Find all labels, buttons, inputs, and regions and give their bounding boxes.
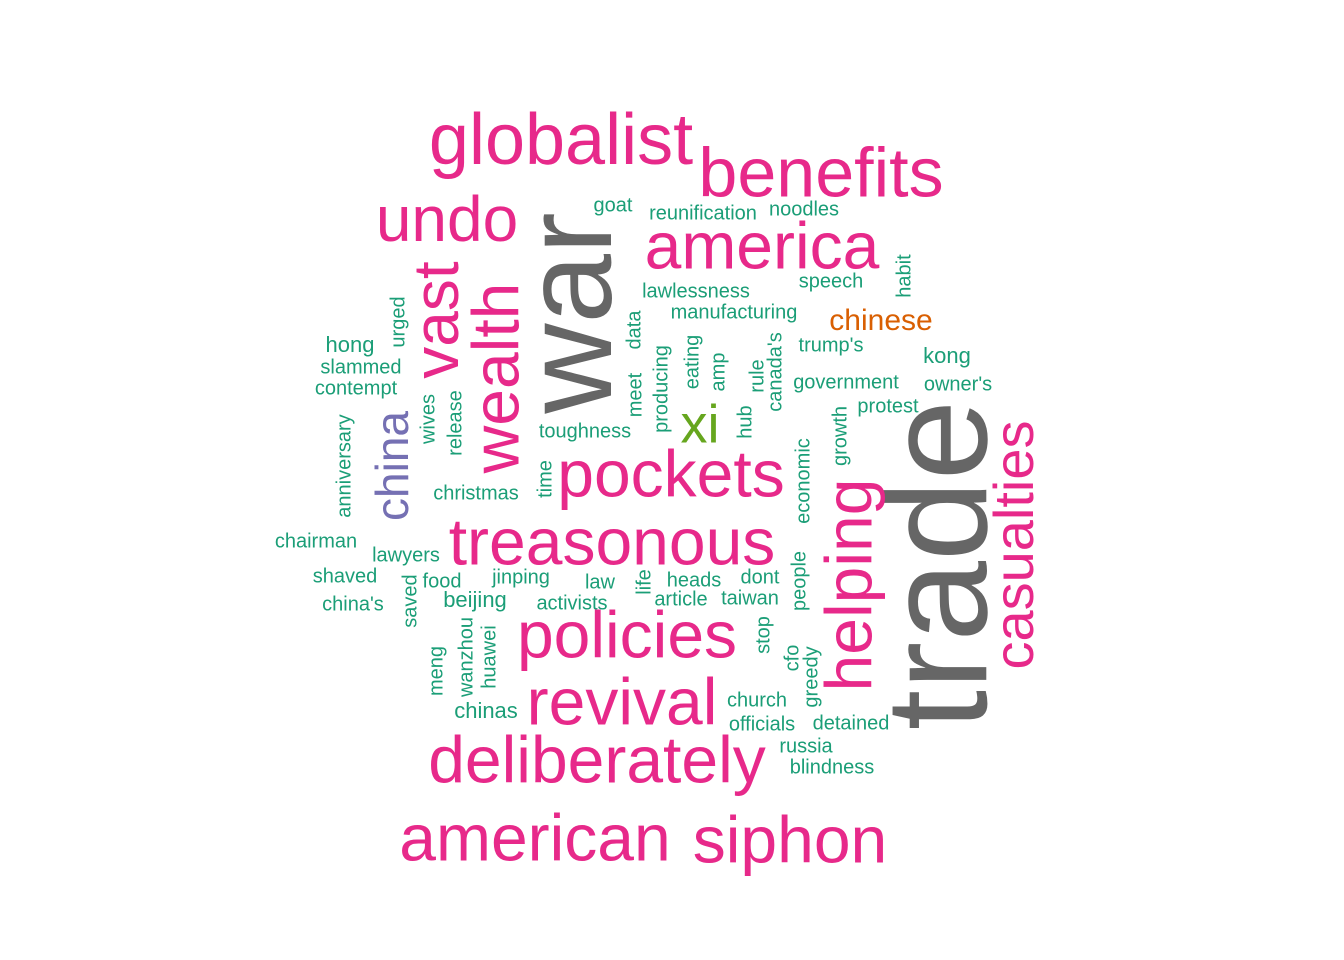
word-shaved: shaved (313, 565, 378, 587)
word-trump-s: trump's (799, 334, 864, 356)
word-people: people (788, 551, 810, 611)
word-amp: amp (707, 353, 729, 392)
word-war: war (499, 212, 638, 414)
word-blindness: blindness (790, 756, 875, 778)
word-treasonous: treasonous (449, 504, 776, 578)
word-contempt: contempt (315, 377, 398, 399)
word-pockets: pockets (557, 436, 784, 510)
word-lawyers: lawyers (372, 544, 440, 566)
word-chinese: chinese (829, 304, 932, 337)
word-stop: stop (752, 616, 774, 654)
word-canada-s: canada's (764, 332, 786, 411)
word-food: food (423, 570, 462, 592)
word-release: release (444, 390, 466, 456)
word-wanzhou: wanzhou (455, 617, 477, 698)
word-activists: activists (536, 592, 607, 614)
word-hub: hub (734, 405, 756, 438)
word-xi: xi (681, 394, 720, 454)
word-helping: helping (811, 479, 885, 692)
word-time: time (534, 460, 556, 498)
word-wealth: wealth (458, 283, 532, 475)
word-beijing: beijing (443, 587, 507, 612)
word-cfo: cfo (781, 645, 803, 672)
word-eating: eating (681, 335, 703, 390)
word-casualties: casualties (982, 420, 1045, 669)
word-article: article (654, 588, 707, 610)
word-economic: economic (792, 438, 814, 524)
word-china-s: china's (322, 593, 384, 615)
word-taiwan: taiwan (721, 587, 779, 609)
word-chinas: chinas (454, 698, 518, 723)
word-officials: officials (729, 713, 795, 735)
word-jinping: jinping (491, 566, 550, 588)
word-chairman: chairman (275, 530, 357, 552)
word-greedy: greedy (800, 646, 822, 707)
word-siphon: siphon (693, 802, 888, 876)
word-meng: meng (425, 646, 447, 696)
word-huawei: huawei (478, 625, 500, 688)
word-globalist: globalist (429, 100, 693, 180)
word-producing: producing (650, 345, 672, 433)
word-toughness: toughness (539, 420, 631, 442)
word-law: law (585, 571, 616, 593)
word-lawlessness: lawlessness (642, 280, 750, 302)
word-vast: vast (400, 261, 472, 379)
word-heads: heads (667, 569, 722, 591)
word-benefits: benefits (698, 133, 943, 211)
word-dont: dont (741, 566, 780, 588)
word-protest: protest (857, 395, 919, 417)
word-trade: trade (855, 400, 1017, 731)
word-detained: detained (813, 712, 890, 734)
word-life: life (633, 569, 655, 595)
word-china: china (366, 411, 418, 521)
word-anniversary: anniversary (333, 414, 355, 517)
word-noodles: noodles (769, 198, 839, 220)
word-owner-s: owner's (924, 373, 992, 395)
word-urged: urged (387, 296, 409, 347)
word-rule: rule (746, 359, 768, 392)
word-hong: hong (326, 332, 375, 357)
word-saved: saved (399, 574, 421, 627)
word-meet: meet (624, 372, 646, 417)
word-government: government (793, 371, 899, 393)
word-slammed: slammed (320, 356, 401, 378)
word-reunification: reunification (649, 202, 757, 224)
word-revival: revival (527, 664, 718, 738)
word-growth: growth (829, 406, 851, 466)
word-church: church (727, 689, 787, 711)
word-manufacturing: manufacturing (671, 301, 798, 323)
word-deliberately: deliberately (428, 722, 766, 796)
word-data: data (623, 310, 645, 350)
word-kong: kong (923, 343, 971, 368)
word-speech: speech (799, 270, 864, 292)
word-habit: habit (893, 254, 915, 298)
word-christmas: christmas (433, 482, 519, 504)
word-undo: undo (376, 183, 518, 255)
word-america: america (645, 208, 880, 282)
word-russia: russia (779, 735, 833, 757)
word-wives: wives (417, 394, 439, 445)
word-american: american (399, 800, 670, 874)
word-goat: goat (594, 194, 633, 216)
word-policies: policies (517, 597, 737, 671)
